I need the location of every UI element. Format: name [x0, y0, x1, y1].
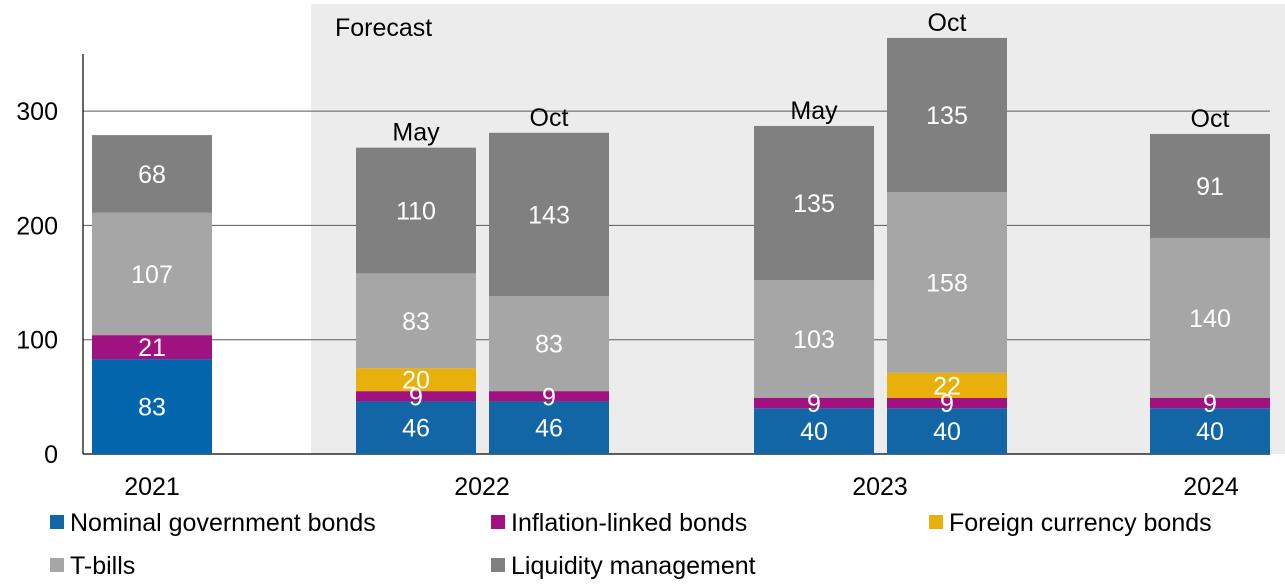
data-label: 9: [409, 383, 423, 411]
liquidity-segment: [92, 135, 212, 213]
legend-label: T-bills: [70, 552, 135, 580]
foreign-currency-segment: [356, 368, 476, 392]
gridlines: [83, 110, 1270, 341]
data-label: 21: [138, 334, 166, 362]
legend-item-nominal: Nominal government bonds: [50, 509, 376, 537]
legend-swatch: [50, 558, 64, 572]
data-label: 40: [800, 418, 828, 446]
bar-period-label: May: [790, 97, 838, 125]
data-label: 91: [1196, 173, 1224, 201]
legend-swatch: [491, 515, 505, 529]
bar-period-label: Oct: [530, 104, 569, 132]
legend-swatch: [491, 558, 505, 572]
forecast-label: Forecast: [335, 14, 432, 42]
bar-period-label: Oct: [928, 9, 967, 37]
data-label: 46: [535, 415, 563, 443]
bar-period-label: May: [392, 119, 440, 147]
inflation-segment: [754, 397, 874, 409]
liquidity-segment: [754, 125, 874, 281]
nominal-segment: [356, 401, 476, 454]
t-bills-segment: [356, 273, 476, 369]
legend: Nominal government bonds Inflation-linked…: [50, 509, 1212, 580]
x-tick-label: 2022: [454, 473, 510, 501]
legend-label: Nominal government bonds: [70, 509, 376, 537]
inflation-segment: [92, 335, 212, 360]
data-label: 9: [1203, 390, 1217, 418]
y-tick-label: 300: [16, 98, 58, 126]
data-label: 40: [933, 418, 961, 446]
data-label: 83: [535, 331, 563, 359]
liquidity-segment: [356, 147, 476, 274]
data-label: 135: [793, 190, 835, 218]
bar-labels: 8321107684692083110May46983143Oct4091031…: [131, 9, 1231, 446]
data-label: 158: [926, 270, 968, 298]
t-bills-segment: [92, 212, 212, 336]
data-label: 40: [1196, 418, 1224, 446]
legend-item-t-bills: T-bills: [50, 552, 135, 580]
data-label: 103: [793, 326, 835, 354]
data-label: 22: [933, 372, 961, 400]
data-label: 9: [542, 383, 556, 411]
x-tick-label: 2021: [124, 473, 180, 501]
legend-swatch: [50, 515, 64, 529]
t-bills-segment: [489, 296, 609, 392]
inflation-segment: [887, 397, 1007, 409]
nominal-segment: [489, 401, 609, 454]
data-label: 140: [1189, 305, 1231, 333]
bars: [92, 37, 1270, 454]
nominal-segment: [754, 408, 874, 454]
legend-swatch: [929, 515, 943, 529]
data-label: 9: [807, 390, 821, 418]
nominal-segment: [887, 408, 1007, 454]
data-label: 110: [396, 198, 436, 226]
legend-item-liquidity: Liquidity management: [491, 552, 756, 580]
inflation-segment: [1150, 397, 1270, 409]
data-label: 107: [131, 261, 173, 289]
legend-label: Inflation-linked bonds: [511, 509, 747, 537]
legend-label: Foreign currency bonds: [949, 509, 1212, 537]
y-tick-label: 0: [44, 441, 58, 469]
foreign-currency-segment: [887, 372, 1007, 398]
inflation-segment: [356, 391, 476, 402]
data-label: 143: [528, 202, 570, 230]
liquidity-segment: [1150, 133, 1270, 238]
t-bills-segment: [754, 280, 874, 398]
y-tick-label: 200: [16, 212, 58, 240]
data-label: 83: [138, 394, 166, 422]
legend-item-inflation: Inflation-linked bonds: [491, 509, 747, 537]
data-label: 46: [402, 415, 430, 443]
y-tick-label: 100: [16, 327, 58, 355]
nominal-segment: [92, 359, 212, 454]
data-label: 68: [138, 161, 166, 189]
t-bills-segment: [1150, 237, 1270, 398]
data-label: 20: [402, 367, 430, 395]
x-tick-label: 2024: [1183, 473, 1239, 501]
data-label: 135: [926, 102, 968, 130]
data-label: 9: [940, 390, 954, 418]
bar-period-label: Oct: [1191, 105, 1230, 133]
data-label: 83: [402, 308, 430, 336]
liquidity-segment: [887, 37, 1007, 193]
t-bills-segment: [887, 192, 1007, 373]
nominal-segment: [1150, 408, 1270, 454]
liquidity-segment: [489, 132, 609, 297]
x-tick-label: 2023: [852, 473, 908, 501]
inflation-segment: [489, 391, 609, 402]
legend-label: Liquidity management: [511, 552, 756, 580]
legend-item-foreign-currency: Foreign currency bonds: [929, 509, 1212, 537]
